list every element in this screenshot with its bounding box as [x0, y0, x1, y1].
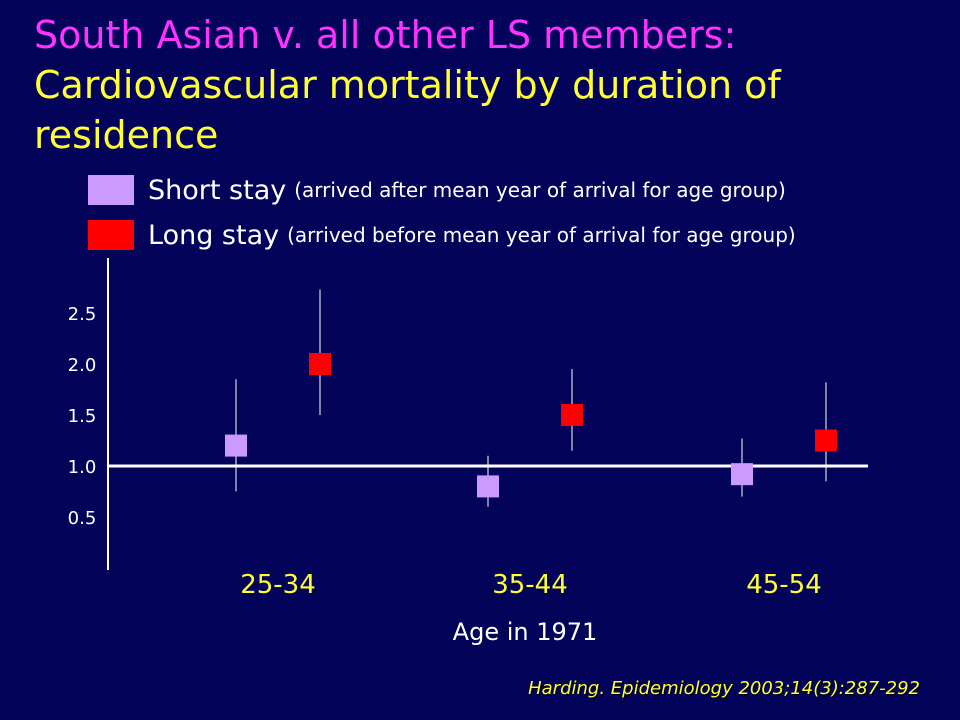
y-tick-label: 0.5 — [68, 508, 97, 529]
chart-marks — [225, 289, 837, 507]
title-line-2: Cardiovascular mortality by duration of … — [34, 63, 781, 157]
legend-item-short-stay: Short stay (arrived after mean year of a… — [88, 174, 786, 206]
legend-label-short-stay: Short stay — [148, 174, 287, 206]
axes: 0.5 1.0 1.5 2.0 2.5 25-34 35-44 45-54 — [68, 258, 868, 600]
x-axis-label: Age in 1971 — [452, 618, 598, 646]
legend-swatch-short-stay — [88, 175, 134, 205]
point-marker — [309, 353, 331, 375]
y-tick-label: 2.5 — [68, 304, 97, 325]
title-line-1: South Asian v. all other LS members: — [34, 13, 737, 57]
citation: Harding. Epidemiology 2003;14(3):287-292 — [528, 678, 920, 699]
point-marker — [731, 463, 753, 486]
y-tick-label: 1.5 — [68, 406, 97, 427]
legend-note-long-stay: (arrived before mean year of arrival for… — [287, 223, 796, 247]
x-category-label: 35-44 — [492, 570, 568, 600]
legend-swatch-long-stay — [88, 220, 134, 250]
slide-title: South Asian v. all other LS members: Car… — [34, 10, 934, 160]
x-category-label: 45-54 — [746, 570, 822, 600]
x-category-label: 25-34 — [240, 570, 316, 600]
legend-note-short-stay: (arrived after mean year of arrival for … — [294, 178, 786, 202]
legend-item-long-stay: Long stay (arrived before mean year of a… — [88, 219, 796, 251]
y-tick-label: 2.0 — [68, 355, 97, 376]
point-marker — [225, 434, 247, 457]
point-marker — [561, 404, 583, 426]
legend-label-long-stay: Long stay — [148, 219, 280, 251]
point-marker — [815, 429, 837, 452]
point-marker — [477, 475, 499, 498]
y-tick-label: 1.0 — [68, 457, 97, 478]
